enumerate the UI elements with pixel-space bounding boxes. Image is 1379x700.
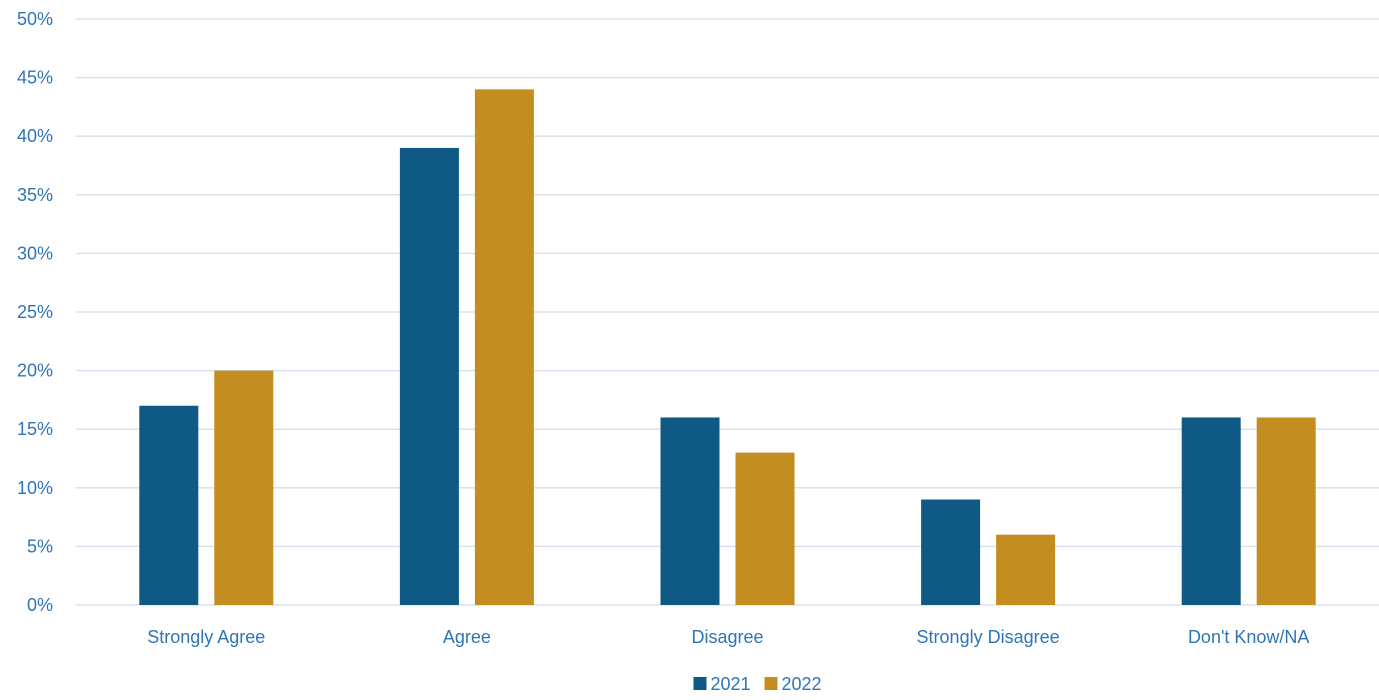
x-category-label: Agree [443, 627, 491, 647]
bar-2022-disagree [735, 452, 795, 605]
legend-label-2022: 2022 [782, 674, 822, 694]
y-tick-label: 40% [17, 126, 53, 146]
x-category-label: Strongly Disagree [917, 627, 1060, 647]
bar-2021-don-t-know-na [1181, 417, 1241, 605]
y-axis-tick-labels: 0% 5% 10% 15% 20% 25% 30% 35% 40% 45% 50% [17, 9, 53, 615]
x-category-label: Strongly Agree [147, 627, 265, 647]
y-tick-label: 35% [17, 185, 53, 205]
legend: 2021 2022 [693, 674, 822, 694]
bar-2021-agree [399, 147, 459, 606]
y-tick-label: 45% [17, 68, 53, 88]
bar-2022-agree [474, 89, 534, 605]
y-tick-label: 25% [17, 302, 53, 322]
y-tick-label: 20% [17, 361, 53, 381]
legend-swatch-2021 [693, 677, 707, 690]
y-tick-label: 10% [17, 478, 53, 498]
x-category-label: Disagree [691, 627, 763, 647]
x-category-label: Don't Know/NA [1188, 627, 1310, 647]
bar-2021-strongly-disagree [921, 499, 981, 605]
legend-swatch-2022 [764, 677, 778, 690]
legend-label-2021: 2021 [711, 674, 751, 694]
bar-2021-strongly-agree [139, 405, 199, 605]
y-tick-label: 15% [17, 419, 53, 439]
y-tick-label: 30% [17, 243, 53, 263]
y-tick-label: 5% [27, 536, 53, 556]
bar-2022-strongly-disagree [996, 534, 1056, 605]
gridlines [76, 18, 1379, 606]
bar-2021-disagree [660, 417, 720, 605]
y-tick-label: 0% [27, 595, 53, 615]
bars [139, 89, 1316, 606]
x-axis-category-labels: Strongly Agree Agree Disagree Strongly Disa… [147, 627, 1309, 647]
y-tick-label: 50% [17, 9, 53, 29]
bar-2022-strongly-agree [214, 370, 274, 605]
bar-2022-don-t-know-na [1256, 417, 1316, 605]
